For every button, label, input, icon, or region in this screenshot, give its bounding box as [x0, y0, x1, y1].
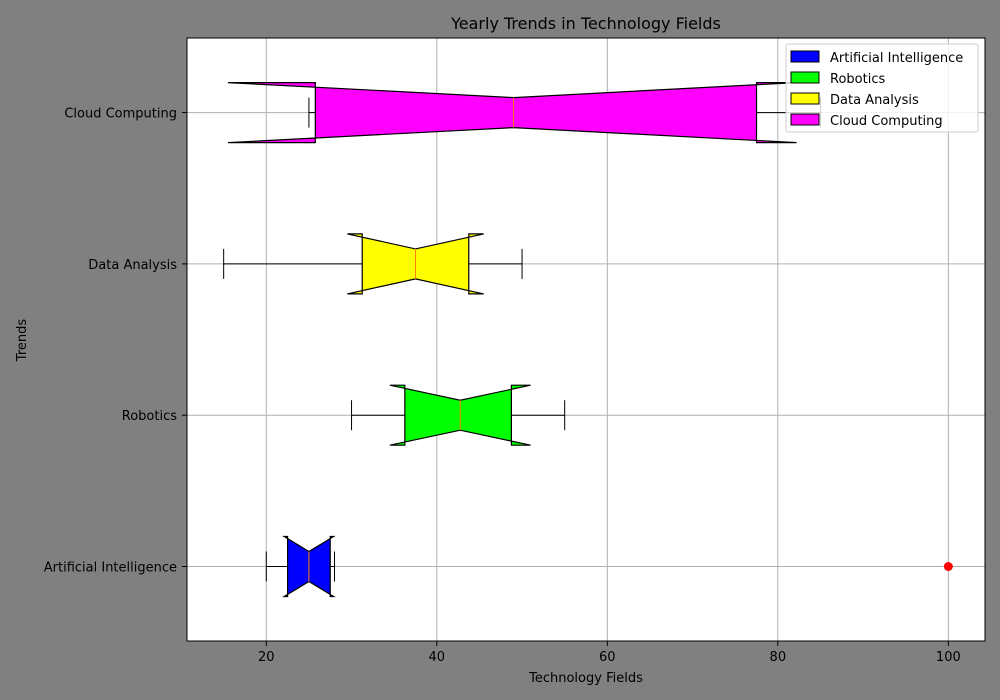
legend-swatch [790, 71, 820, 84]
y-axis-label: Trends [15, 319, 30, 363]
box-body [227, 81, 797, 144]
legend-swatch [790, 92, 820, 105]
x-tick-label: 20 [258, 650, 275, 665]
chart-title: Yearly Trends in Technology Fields [450, 14, 721, 33]
x-tick-label: 40 [429, 650, 446, 665]
boxes [223, 81, 953, 598]
y-tick-label: Data Analysis [88, 258, 177, 273]
box-2 [223, 233, 523, 295]
legend-frame [785, 43, 979, 133]
outlier-point [943, 562, 953, 571]
y-axis-ticks: Artificial Intelligence Robotics Data Anal… [44, 107, 187, 576]
legend-label: Robotics [830, 72, 885, 87]
plot-area [187, 38, 985, 641]
x-axis-ticks: 20 40 60 80 100 [258, 641, 961, 665]
legend-label: Data Analysis [830, 93, 919, 108]
legend-swatch [790, 113, 820, 126]
legend-swatch [790, 50, 820, 63]
box-1 [351, 384, 566, 446]
legend-label: Cloud Computing [830, 114, 943, 129]
plot-frame [186, 37, 986, 642]
box-0 [265, 535, 953, 598]
x-tick-label: 60 [599, 650, 616, 665]
legend: Artificial Intelligence Robotics Data Anal… [785, 43, 979, 133]
y-tick-label: Cloud Computing [64, 107, 177, 122]
x-tick-label: 100 [936, 650, 961, 665]
x-tick-label: 80 [770, 650, 787, 665]
y-tick-label: Robotics [122, 409, 177, 424]
legend-label: Artificial Intelligence [830, 51, 963, 66]
box-3 [227, 81, 821, 144]
y-tick-label: Artificial Intelligence [44, 561, 177, 576]
x-axis-label: Technology Fields [528, 671, 643, 686]
